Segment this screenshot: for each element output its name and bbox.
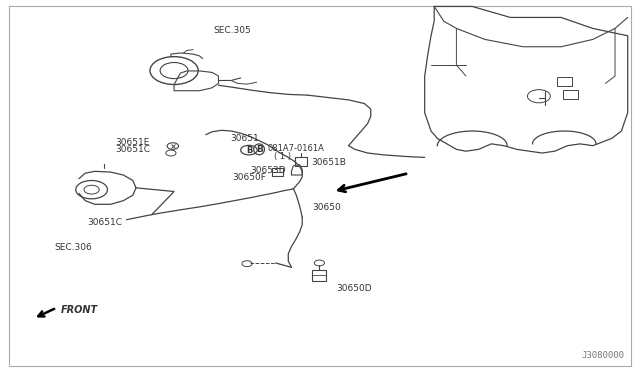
Text: 30650F: 30650F	[232, 173, 266, 182]
Text: 30651E: 30651E	[116, 138, 150, 147]
Bar	[563, 90, 578, 99]
Text: 081A7-0161A: 081A7-0161A	[268, 144, 325, 153]
Text: 30650D: 30650D	[337, 285, 372, 294]
Bar	[312, 270, 326, 280]
Bar	[557, 77, 572, 86]
Text: FRONT: FRONT	[61, 305, 99, 315]
Text: ( 1 ): ( 1 )	[275, 152, 291, 161]
Text: J3080000: J3080000	[582, 351, 625, 360]
Text: 30651: 30651	[230, 134, 259, 143]
Text: SEC.306: SEC.306	[55, 243, 93, 252]
Text: 30650: 30650	[312, 203, 341, 212]
Text: B: B	[246, 145, 252, 155]
Text: SEC.305: SEC.305	[213, 26, 251, 35]
Text: 30651B: 30651B	[312, 158, 347, 167]
Text: 30651C: 30651C	[116, 145, 150, 154]
Text: B: B	[255, 145, 262, 154]
Text: 30653D: 30653D	[250, 166, 286, 175]
Text: 30651C: 30651C	[87, 218, 122, 227]
